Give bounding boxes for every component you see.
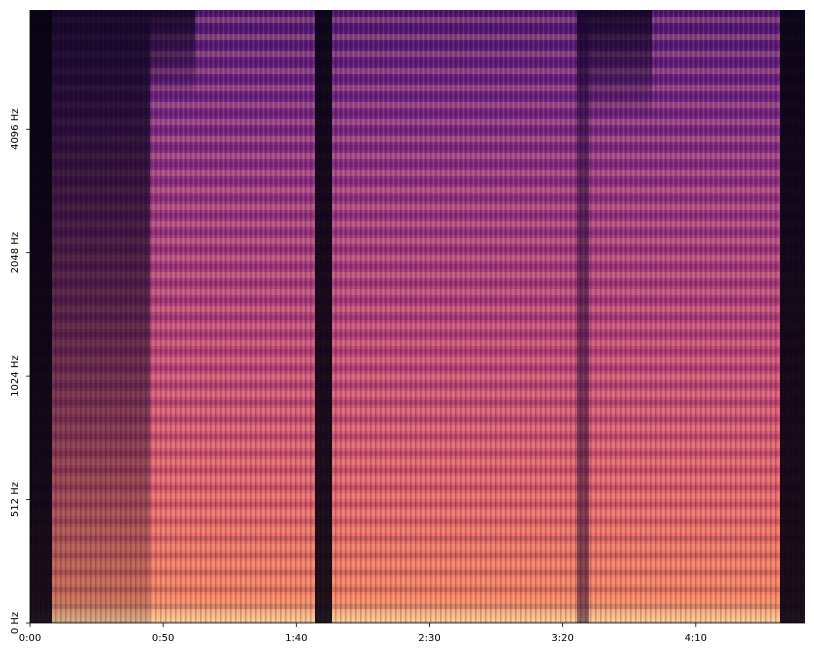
x-tick-label: 0:00 bbox=[19, 633, 41, 644]
x-tick-label: 4:10 bbox=[685, 633, 707, 644]
y-tick-label: 0 Hz bbox=[10, 612, 21, 634]
x-tick-label: 3:20 bbox=[551, 633, 573, 644]
quiet-band bbox=[577, 10, 589, 623]
y-tick-label: 1024 Hz bbox=[10, 355, 21, 396]
spectrogram-streaks bbox=[30, 10, 805, 623]
silent-band bbox=[780, 10, 805, 623]
y-tick-label: 4096 Hz bbox=[10, 109, 21, 150]
x-tick-label: 1:40 bbox=[285, 633, 307, 644]
quiet-top bbox=[577, 10, 652, 120]
y-tick-label: 2048 Hz bbox=[10, 232, 21, 273]
x-tick-label: 0:50 bbox=[152, 633, 174, 644]
silent-band bbox=[315, 10, 332, 623]
quiet-top bbox=[150, 10, 195, 100]
silent-band bbox=[30, 10, 52, 623]
spectrogram bbox=[30, 10, 805, 623]
x-tick-label: 2:30 bbox=[418, 633, 440, 644]
y-tick-label: 512 Hz bbox=[10, 482, 21, 517]
